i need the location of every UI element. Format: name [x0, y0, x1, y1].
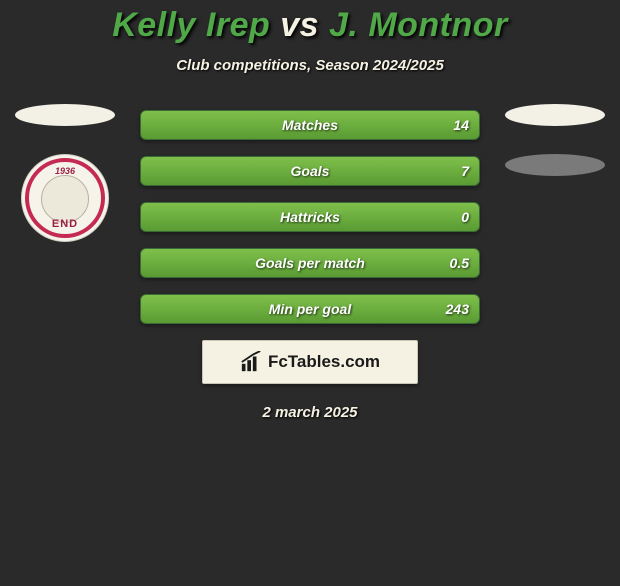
subtitle: Club competitions, Season 2024/2025 — [0, 57, 620, 74]
stats-bars-icon — [240, 351, 262, 373]
stat-row-min-per-goal: Min per goal 243 — [140, 294, 480, 324]
stat-right-value: 0 — [461, 203, 469, 231]
content-area: 1936 END Matches 14 Goals 7 Hattricks — [0, 110, 620, 421]
player2-club-placeholder — [505, 154, 605, 176]
stat-row-matches: Matches 14 — [140, 110, 480, 140]
stat-right-value: 0.5 — [450, 249, 469, 277]
player1-flag-placeholder — [15, 104, 115, 126]
player2-name: J. Montnor — [329, 6, 508, 44]
stat-right-value: 7 — [461, 157, 469, 185]
stat-label: Goals per match — [141, 249, 479, 277]
source-logo-box: FcTables.com — [202, 340, 418, 384]
date-text: 2 march 2025 — [0, 404, 620, 421]
stat-row-hattricks: Hattricks 0 — [140, 202, 480, 232]
source-logo-text: FcTables.com — [268, 352, 380, 372]
badge-text: END — [21, 218, 109, 230]
badge-inner-circle — [41, 175, 89, 223]
page-title: Kelly Irep vs J. Montnor — [0, 6, 620, 45]
club-badge: 1936 END — [21, 154, 109, 242]
stat-row-goals-per-match: Goals per match 0.5 — [140, 248, 480, 278]
stat-label: Hattricks — [141, 203, 479, 231]
stat-label: Goals — [141, 157, 479, 185]
stats-bars: Matches 14 Goals 7 Hattricks 0 Goals per… — [140, 110, 480, 324]
vs-text: vs — [280, 6, 319, 44]
stat-label: Min per goal — [141, 295, 479, 323]
player2-flag-placeholder — [505, 104, 605, 126]
player1-name: Kelly Irep — [112, 6, 270, 44]
stat-label: Matches — [141, 111, 479, 139]
stat-right-value: 243 — [446, 295, 469, 323]
stat-row-goals: Goals 7 — [140, 156, 480, 186]
stat-right-value: 14 — [453, 111, 469, 139]
left-column: 1936 END — [10, 104, 120, 242]
comparison-card: Kelly Irep vs J. Montnor Club competitio… — [0, 6, 620, 586]
right-column — [500, 104, 610, 204]
